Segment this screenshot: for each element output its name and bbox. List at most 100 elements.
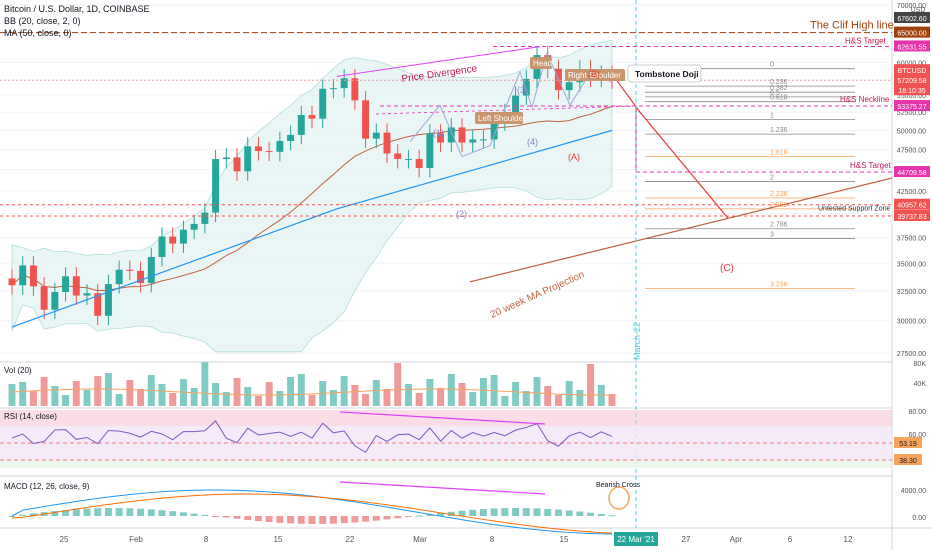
price-label-box bbox=[894, 198, 930, 210]
head-label: Head bbox=[533, 59, 552, 68]
candle-body bbox=[233, 157, 241, 172]
candle-body bbox=[126, 269, 134, 271]
macd-histogram-bar bbox=[8, 516, 16, 517]
header-symbol: Bitcoin / U.S. Dollar, 1D, COINBASE bbox=[4, 4, 150, 14]
rsi-tick: 60.00 bbox=[908, 432, 926, 439]
price-tick: 47500.00 bbox=[897, 147, 926, 154]
macd-histogram-bar bbox=[469, 509, 477, 516]
volume-bar bbox=[329, 390, 337, 406]
time-tick: 22 bbox=[346, 535, 355, 544]
neckline-slope bbox=[375, 105, 637, 115]
volume-bar bbox=[190, 388, 198, 406]
time-tick: Feb bbox=[129, 535, 143, 544]
price-label-box bbox=[894, 166, 930, 178]
ma20w-projection-line bbox=[469, 177, 893, 283]
wave-a-label: (A) bbox=[568, 152, 580, 162]
candle-body bbox=[254, 146, 262, 152]
candle-body bbox=[287, 134, 295, 141]
volume-bar bbox=[469, 392, 477, 406]
wave-4-label: (4) bbox=[527, 137, 538, 147]
candle-body bbox=[62, 276, 70, 293]
fib-level-label: 2.382 bbox=[770, 202, 788, 209]
header-ma: MA (50, close, 0) bbox=[4, 28, 72, 38]
volume-bar bbox=[62, 395, 70, 406]
volume-bar bbox=[383, 389, 391, 406]
hs-target-top-label: H&S Target bbox=[845, 36, 887, 45]
macd-histogram-bar bbox=[137, 508, 145, 516]
fib-level-label: 0.382 bbox=[770, 85, 788, 92]
candle-body bbox=[137, 270, 145, 283]
wave-3-label: (3) bbox=[517, 85, 528, 95]
price-tick: 35000.00 bbox=[897, 261, 926, 268]
rsi-title: RSI (14, close) bbox=[4, 412, 57, 421]
volume-bar bbox=[201, 362, 209, 406]
macd-histogram-bar bbox=[490, 508, 498, 516]
macd-divergence-line bbox=[339, 481, 546, 495]
macd-histogram-bar bbox=[233, 516, 241, 519]
elliott-wave-path bbox=[409, 51, 613, 158]
price-tick: 52500.00 bbox=[897, 110, 926, 117]
price-label: 18:10:35 bbox=[898, 88, 925, 95]
candle-body bbox=[212, 159, 220, 213]
right-shoulder-label-box bbox=[565, 69, 625, 81]
price-label: 44709.58 bbox=[897, 170, 926, 177]
vol-title: Vol (20) bbox=[4, 366, 32, 375]
candle-body bbox=[158, 236, 166, 257]
candle-body bbox=[51, 292, 59, 310]
fib-level-label: 0 bbox=[770, 62, 774, 69]
volume-bar bbox=[8, 384, 16, 406]
head-label-box bbox=[530, 57, 552, 69]
macd-histogram-bar bbox=[287, 516, 295, 524]
wave-c-label: (C) bbox=[720, 263, 734, 274]
price-label-box bbox=[894, 64, 930, 76]
macd-histogram-bar bbox=[265, 516, 273, 523]
fib-level-label: 2.786 bbox=[770, 222, 788, 229]
macd-histogram-bar bbox=[501, 508, 509, 516]
wave-b-label: (B) bbox=[588, 69, 600, 79]
candle-body bbox=[265, 151, 273, 153]
volume-bar bbox=[254, 396, 262, 406]
wave-2-label: (2) bbox=[456, 209, 467, 219]
macd-histogram-bar bbox=[554, 509, 562, 516]
volume-bar bbox=[297, 374, 305, 406]
volume-bar bbox=[94, 376, 102, 406]
candle-body bbox=[40, 286, 48, 310]
price-label: 67602.60 bbox=[897, 16, 926, 23]
macd-histogram-bar bbox=[169, 511, 177, 516]
macd-signal-line bbox=[11, 493, 613, 534]
volume-bar bbox=[340, 376, 348, 406]
time-tick: 12 bbox=[844, 535, 853, 544]
right-shoulder-label: Right Shoulder bbox=[568, 71, 621, 80]
candle-body bbox=[512, 95, 520, 113]
march22-label: March-22 bbox=[632, 322, 642, 360]
candle-body bbox=[94, 293, 102, 316]
macd-histogram-bar bbox=[479, 509, 487, 516]
volume-bar bbox=[437, 388, 445, 406]
rsi-label-box bbox=[894, 454, 922, 465]
price-label-box bbox=[894, 40, 930, 52]
volume-bar bbox=[587, 364, 595, 406]
macd-histogram-bar bbox=[212, 516, 220, 517]
price-tick: 55000.00 bbox=[897, 93, 926, 100]
rsi-label: 38.30 bbox=[899, 458, 917, 465]
macd-histogram-bar bbox=[126, 508, 134, 516]
fib-level-label: 3.236 bbox=[770, 282, 788, 289]
price-label-box bbox=[894, 26, 930, 38]
candle-body bbox=[72, 276, 80, 296]
candle-body bbox=[319, 88, 327, 119]
price-tick: 50000.00 bbox=[897, 128, 926, 135]
macd-tick: 0.00 bbox=[912, 515, 926, 522]
macd-histogram-bar bbox=[362, 516, 370, 522]
volume-bar bbox=[372, 380, 380, 406]
candle-body bbox=[276, 140, 284, 152]
macd-histogram-bar bbox=[94, 508, 102, 516]
tombstone-label: Tombstone Doji bbox=[635, 69, 699, 79]
candle-body bbox=[308, 115, 316, 119]
rsi-line bbox=[11, 420, 613, 453]
ma20w-label: 20 week MA Projection bbox=[489, 269, 586, 320]
wave-1-label: (1) bbox=[433, 128, 444, 138]
volume-bar bbox=[244, 387, 252, 406]
volume-bar bbox=[83, 390, 91, 406]
time-tick: Mar bbox=[413, 535, 427, 544]
